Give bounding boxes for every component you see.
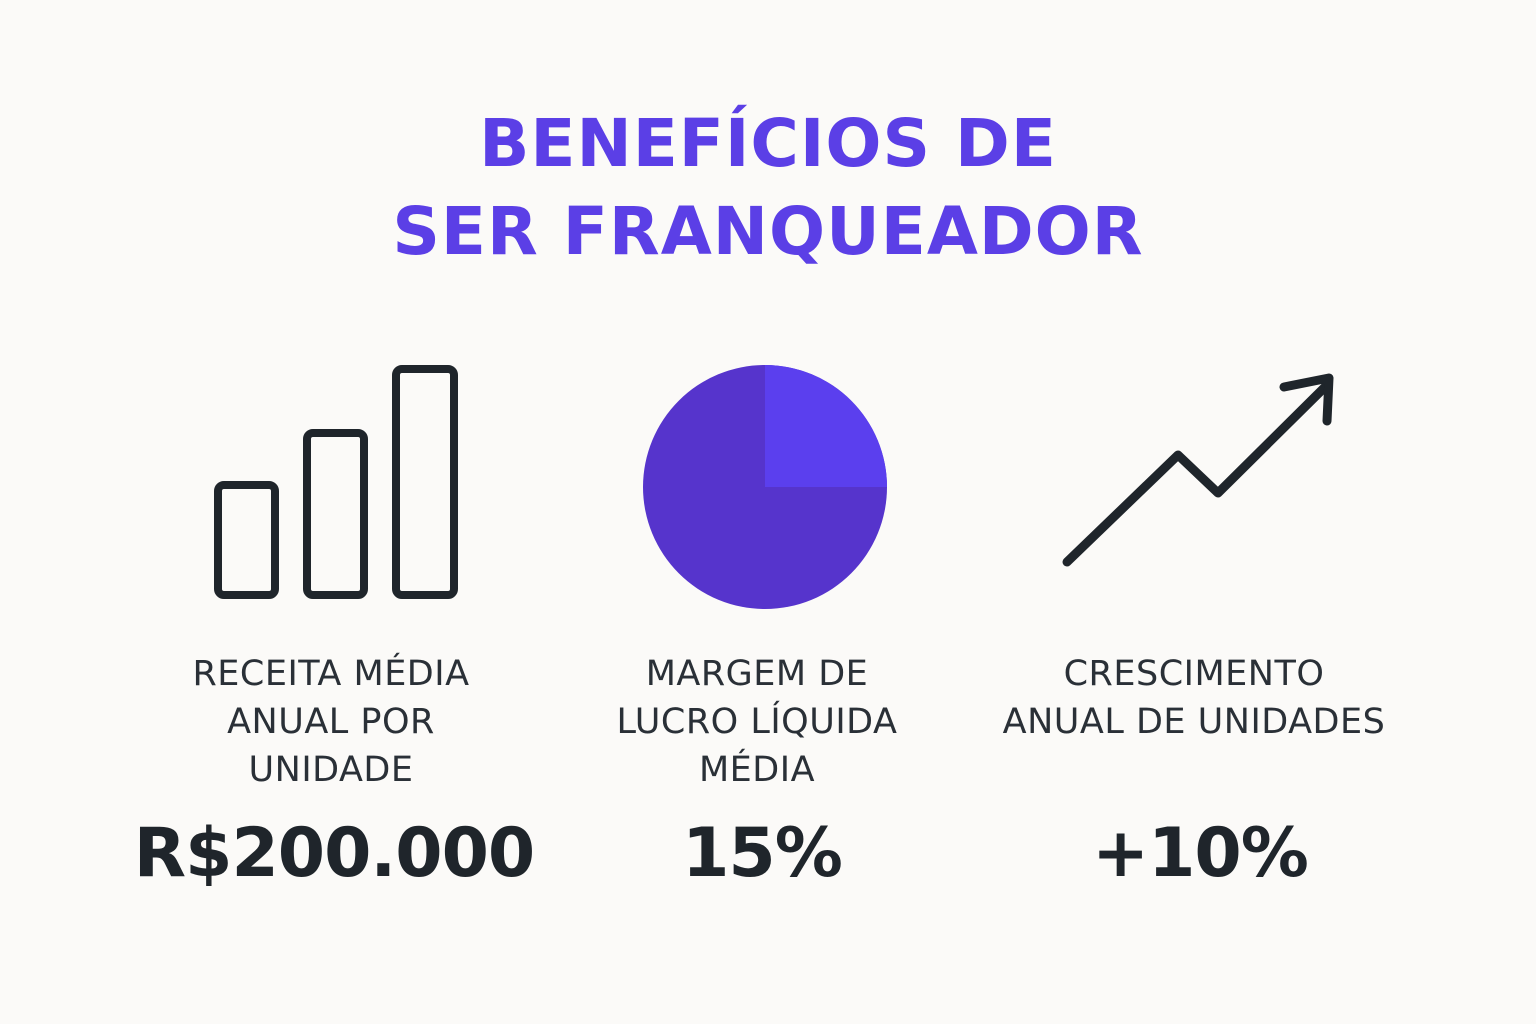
metric-value-profit-margin: 15% [682, 814, 843, 893]
metric-value-unit-growth: +10% [1092, 814, 1309, 893]
bar-chart-icon [214, 365, 458, 599]
title-line-2: SER FRANQUEADOR [392, 193, 1144, 270]
trend-up-arrow-icon [1062, 373, 1334, 567]
pie-chart-icon [643, 365, 887, 609]
metric-label-revenue: RECEITA MÉDIA ANUAL POR UNIDADE [192, 654, 470, 790]
metric-value-revenue: R$200.000 [133, 814, 535, 893]
page-title: BENEFÍCIOS DE SER FRANQUEADOR [0, 100, 1536, 276]
metric-label-unit-growth: CRESCIMENTO ANUAL DE UNIDADES [1002, 654, 1386, 742]
title-line-1: BENEFÍCIOS DE [479, 105, 1057, 182]
metric-label-profit-margin: MARGEM DE LUCRO LÍQUIDA MÉDIA [616, 654, 898, 790]
